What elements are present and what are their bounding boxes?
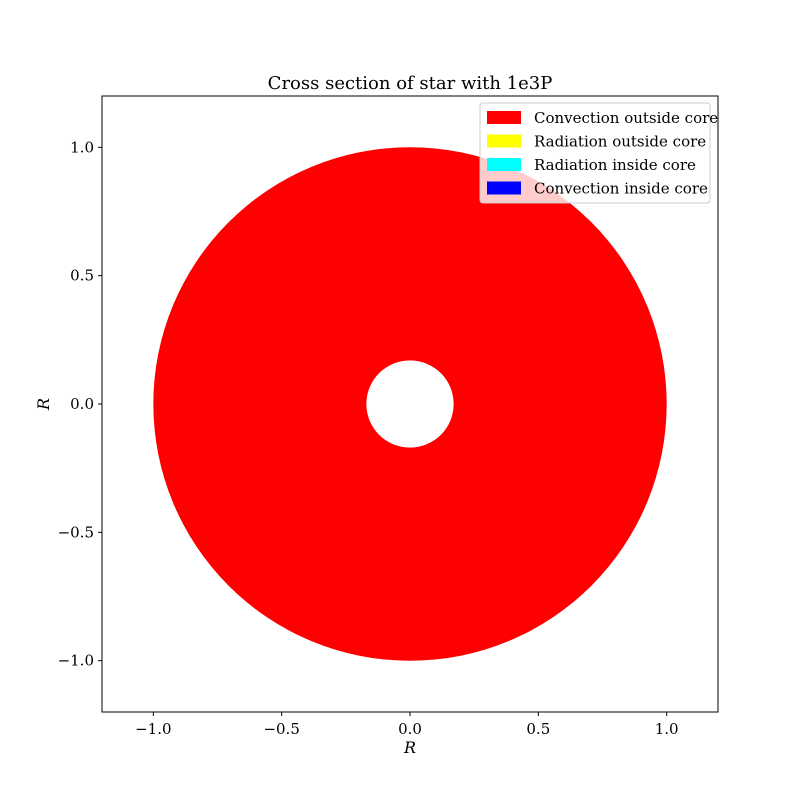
plot-area [153, 147, 667, 661]
y-tick-label: 1.0 [70, 138, 94, 156]
region-annulus-0 [153, 147, 667, 661]
legend: Convection outside core Radiation outside… [479, 102, 718, 204]
x-tick-label: 1.0 [655, 720, 679, 738]
y-tick-label: 0.5 [70, 267, 94, 285]
y-tick-label: −1.0 [58, 652, 94, 670]
x-tick-label: 0.5 [526, 720, 550, 738]
x-tick-label: −1.0 [135, 720, 171, 738]
x-axis-label: R [403, 738, 416, 757]
legend-label: Convection inside core [534, 180, 708, 198]
x-tick-label: 0.0 [398, 720, 422, 738]
y-axis-label: R [34, 398, 53, 411]
legend-swatch [487, 158, 521, 171]
legend-swatch [487, 134, 521, 148]
legend-label: Radiation inside core [534, 156, 696, 174]
legend-box [479, 102, 711, 204]
x-tick-label: −0.5 [263, 720, 299, 738]
y-tick-label: 0.0 [70, 395, 94, 413]
legend-label: Radiation outside core [534, 133, 706, 151]
legend-swatch [487, 181, 521, 195]
chart-title: Cross section of star with 1e3P [268, 73, 553, 94]
y-axis: −1.0 −0.5 0.0 0.5 1.0 [58, 138, 102, 670]
legend-swatch [487, 111, 521, 124]
y-tick-label: −0.5 [58, 523, 94, 541]
legend-label: Convection outside core [534, 109, 718, 127]
x-axis: −1.0 −0.5 0.0 0.5 1.0 [135, 712, 679, 738]
